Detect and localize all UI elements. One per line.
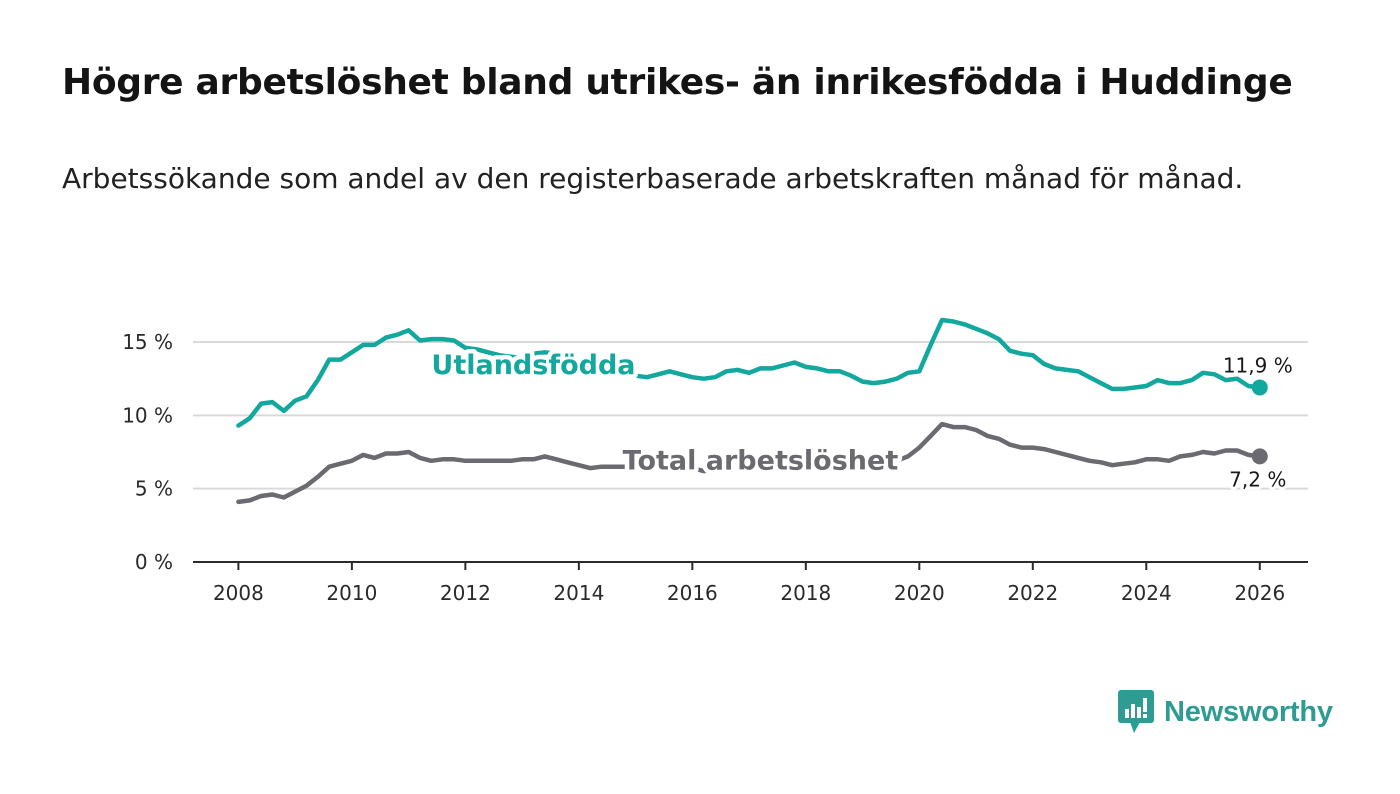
y-tick-label: 5 % [135, 477, 173, 501]
series-label-halo-total-arbetslöshet: Total arbetslöshet [623, 445, 899, 476]
x-tick-label: 2010 [326, 581, 377, 605]
x-tick-label: 2018 [780, 581, 831, 605]
chart-subtitle: Arbetssökande som andel av den registerb… [62, 162, 1244, 195]
x-tick-label: 2026 [1234, 581, 1285, 605]
end-value-label-total-arbetslöshet: 7,2 % [1229, 467, 1286, 491]
y-tick-label: 15 % [122, 330, 173, 354]
y-tick-label: 10 % [122, 403, 173, 427]
series-end-point-utlandsfödda [1251, 379, 1268, 396]
axis-layer: 0 % 5 % 10 % 15 % 2008 2010 2012 2014 2016 2018 20… [122, 330, 1308, 605]
y-tick-label: 0 % [135, 550, 173, 574]
x-tick-label: 2012 [440, 581, 491, 605]
x-tick-label: 2014 [553, 581, 604, 605]
newsworthy-logo: Newsworthy [1118, 690, 1333, 734]
series-label-total-arbetslöshet: Total arbetslöshet [623, 445, 899, 476]
series-layer [236, 317, 1268, 505]
chart-title: Högre arbetslöshet bland utrikes- än inr… [62, 62, 1293, 103]
series-end-point-total-arbetslöshet [1251, 448, 1268, 465]
series-line-utlandsfödda [236, 317, 1263, 428]
x-tick-label: 2024 [1121, 581, 1172, 605]
series-line-total-arbetslöshet [236, 421, 1263, 505]
series-label-utlandsfödda: Utlandsfödda [431, 350, 635, 381]
end-value-label-utlandsfödda: 11,9 % [1223, 353, 1293, 377]
end-value-halo-utlandsfödda: 11,9 % [1223, 353, 1293, 377]
x-tick-label: 2020 [894, 581, 945, 605]
series-label-halo-utlandsfödda: Utlandsfödda [431, 350, 635, 381]
end-value-halo-total-arbetslöshet: 7,2 % [1229, 467, 1286, 491]
x-tick-label: 2022 [1007, 581, 1058, 605]
brand-name: Newsworthy [1164, 695, 1333, 728]
newsworthy-logo-icon [1118, 690, 1154, 733]
x-tick-label: 2008 [213, 581, 264, 605]
x-tick-label: 2016 [667, 581, 718, 605]
